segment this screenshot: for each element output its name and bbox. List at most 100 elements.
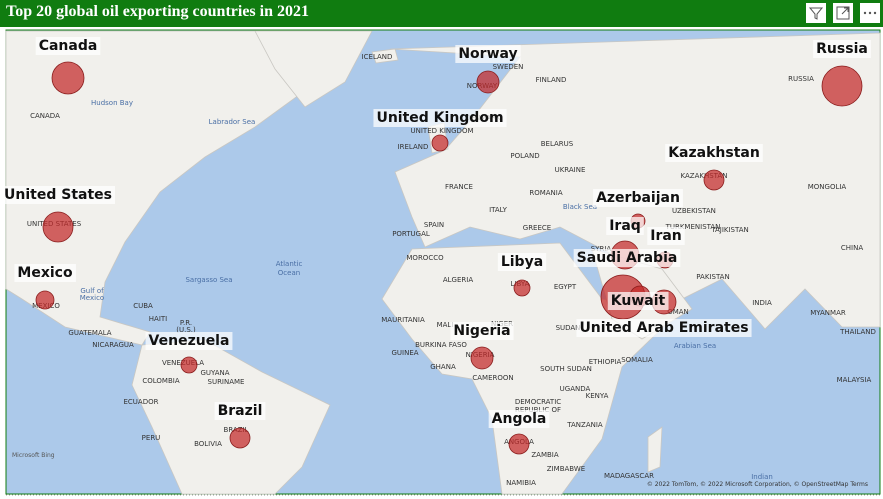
focus-icon[interactable] [833, 3, 853, 23]
map-label: PORTUGAL [392, 230, 430, 238]
bubble [703, 169, 725, 191]
map-label: Hudson Bay [91, 99, 133, 107]
map-label: GREECE [523, 224, 551, 232]
map-label: KENYA [586, 392, 609, 400]
title-bar: Top 20 global oil exporting countries in… [0, 0, 883, 27]
map-label: POLAND [510, 152, 539, 160]
country-label: Russia [816, 41, 868, 57]
label-box [1, 186, 115, 204]
map-label: SURINAME [208, 378, 245, 386]
map-label: CAMEROON [472, 374, 513, 382]
map-label: UGANDA [560, 385, 591, 393]
map-label: CHINA [841, 244, 863, 252]
map-label: FINLAND [536, 76, 567, 84]
logo: Microsoft Bing [12, 452, 55, 459]
bubble [821, 65, 863, 107]
map-label: DEMOCRATIC [515, 398, 561, 406]
map-label: PAKISTAN [696, 273, 729, 281]
country-label: United Kingdom [376, 110, 503, 126]
map-label: ETHIOPIA [589, 358, 622, 366]
map-label: SPAIN [424, 221, 444, 229]
country-label: United States [4, 187, 112, 203]
map-label: IRELAND [398, 143, 429, 151]
country-label: Nigeria [453, 323, 510, 339]
map-label: GHANA [430, 363, 456, 371]
bubble [470, 346, 494, 370]
country-label: Brazil [218, 403, 263, 419]
label-box [14, 264, 76, 282]
bubble [431, 134, 449, 152]
map-label: SOMALIA [621, 356, 653, 364]
label-box [145, 332, 233, 350]
label-box [455, 45, 521, 63]
map-label: ZAMBIA [531, 451, 558, 459]
label-box [606, 217, 644, 235]
bubble [513, 279, 531, 297]
map-label: MOROCCO [406, 254, 444, 262]
map-label: SOUTH SUDAN [540, 365, 592, 373]
country-label: Kazakhstan [668, 145, 760, 161]
map-label: UZBEKISTAN [672, 207, 716, 215]
map-label: BELARUS [541, 140, 574, 148]
map-label: MONGOLIA [808, 183, 847, 191]
map-label: ALGERIA [443, 276, 473, 284]
bubble [180, 356, 198, 374]
land [5, 30, 881, 495]
map-label: THAILAND [839, 328, 876, 336]
map-label: FRANCE [445, 183, 473, 191]
label-box [373, 109, 507, 127]
label-box [576, 319, 752, 337]
map-label: ROMANIA [529, 189, 563, 197]
filter-icon[interactable] [806, 3, 826, 23]
map-label: COLOMBIA [142, 377, 179, 385]
country-label: Iraq [609, 218, 641, 234]
label-box [573, 249, 681, 267]
map-label: NICARAGUA [92, 341, 134, 349]
map-label: BURKINA FASO [415, 341, 467, 349]
map-label: Black Sea [563, 203, 597, 211]
country-label: Mexico [17, 265, 73, 281]
map-label: Indian [751, 473, 773, 481]
map-label: P.R. [180, 319, 192, 327]
label-box [647, 227, 685, 245]
country-label: United Arab Emirates [579, 320, 748, 336]
map-label: MYANMAR [810, 309, 846, 317]
map-label: MALI [437, 321, 454, 329]
label-box [593, 189, 683, 207]
map-label: CUBA [133, 302, 153, 310]
country-label: Norway [458, 46, 517, 62]
map-label: TURKMENISTAN [665, 223, 721, 231]
bubble [229, 427, 251, 449]
bubble [35, 290, 55, 310]
map-label: Ocean [278, 269, 300, 277]
bubble [508, 433, 530, 455]
country-label: Angola [492, 411, 547, 427]
map-label: GUYANA [200, 369, 229, 377]
country-label: Saudi Arabia [577, 250, 678, 266]
title: Top 20 global oil exporting countries in… [6, 3, 309, 20]
map-label: GUATEMALA [68, 329, 111, 337]
map-label: GUINEA [391, 349, 418, 357]
map-label: CANADA [30, 112, 60, 120]
label-box [497, 253, 547, 271]
map-label: SWEDEN [493, 63, 524, 71]
map-label: MALAYSIA [837, 376, 872, 384]
map-label: BOLIVIA [194, 440, 222, 448]
label-box [607, 292, 669, 310]
map-label: ECUADOR [124, 398, 159, 406]
map-label: UKRAINE [555, 166, 586, 174]
map-label: MADAGASCAR [604, 472, 654, 480]
map-label: Atlantic [276, 260, 303, 268]
label-box [450, 322, 514, 340]
label-box [813, 40, 871, 58]
country-label: Libya [501, 254, 543, 270]
map-label: Sargasso Sea [185, 276, 232, 284]
map-label: HAITI [149, 315, 167, 323]
map-label: KAZAKHSTAN [681, 172, 728, 180]
attribution: © 2022 TomTom, © 2022 Microsoft Corporat… [647, 481, 868, 488]
more-icon[interactable] [860, 3, 880, 23]
map-label: NAMIBIA [506, 479, 536, 487]
bubble [476, 70, 500, 94]
map-label: MAURITANIA [381, 316, 425, 324]
